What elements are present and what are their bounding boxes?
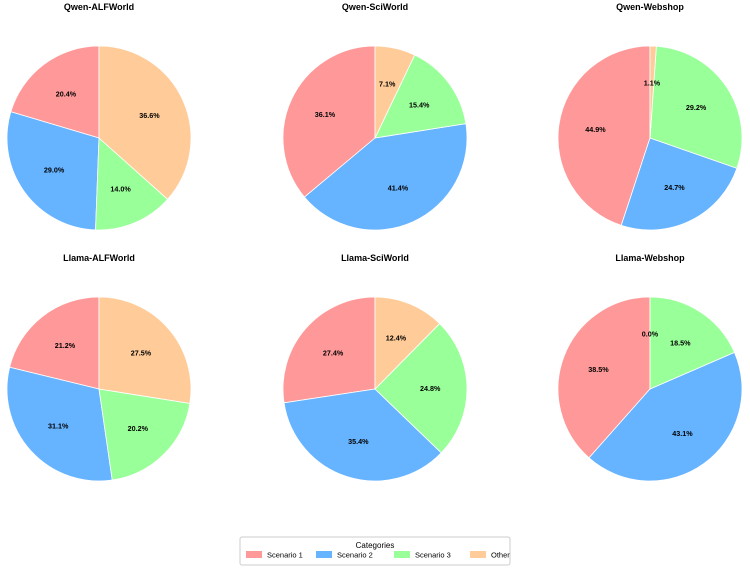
pie-grid: Qwen-ALFWorld 20.4% 29.0% 14.0% 36.6% Qwen-Sc…: [6, 2, 743, 482]
legend-swatch-other: [470, 551, 486, 558]
pie-title: Llama-SciWorld: [341, 253, 409, 263]
pie-slice-other: [374, 296, 441, 390]
slice-data-label: 20.2%: [128, 424, 149, 433]
pie-slice-other: [98, 296, 192, 404]
pie-slice-other: [649, 45, 657, 139]
slice-data-label: 35.4%: [348, 437, 369, 446]
slice-data-label: 44.9%: [585, 125, 606, 134]
pie-title: Qwen-SciWorld: [342, 2, 408, 12]
pie-slice-other: [98, 45, 192, 200]
pie-slice-scenario-1: [282, 296, 376, 404]
pie-title: Qwen-Webshop: [616, 2, 684, 12]
legend-label-scenario-1: Scenario 1: [267, 551, 303, 560]
pie-slice-scenario-3: [649, 296, 735, 390]
pie-qwen-webshop: Qwen-Webshop 44.9% 24.7% 29.2% 1.1%: [557, 2, 743, 231]
pie-title: Qwen-ALFWorld: [64, 2, 134, 12]
legend-swatch-scenario-1: [246, 551, 262, 558]
pie-slice-other: [374, 45, 416, 139]
pie-llama-alfworld: Llama-ALFWorld 21.2% 31.1% 20.2% 27.5%: [6, 253, 192, 482]
legend-label-scenario-2: Scenario 2: [337, 551, 373, 560]
pie-slice-scenario-1: [557, 45, 651, 226]
pie-slice-scenario-2: [303, 123, 468, 231]
slice-data-label: 43.1%: [672, 429, 693, 438]
slice-data-label: 18.5%: [670, 338, 691, 347]
pie-qwen-sciworld: Qwen-SciWorld 36.1% 41.4% 15.4% 7.1%: [282, 2, 468, 231]
slice-data-label: 29.0%: [44, 166, 65, 175]
slice-data-label: 7.1%: [379, 80, 396, 89]
legend-swatch-scenario-2: [316, 551, 332, 558]
pie-title: Llama-ALFWorld: [63, 253, 135, 263]
pie-slice-scenario-1: [557, 296, 651, 459]
pie-slice-scenario-2: [588, 351, 743, 482]
slice-data-label: 24.8%: [420, 384, 441, 393]
pie-slice-scenario-1: [282, 45, 376, 198]
legend-frame: [239, 536, 511, 566]
pie-slice-scenario-2: [6, 111, 100, 231]
slice-data-label: 29.2%: [686, 103, 707, 112]
legend-label-scenario-3: Scenario 3: [415, 551, 451, 560]
pie-slice-scenario-2: [620, 137, 738, 231]
pie-llama-sciworld: Llama-SciWorld 27.4% 35.4% 24.8% 12.4%: [282, 253, 468, 482]
slice-data-label: 31.1%: [48, 422, 69, 431]
slice-data-label: 27.5%: [131, 349, 152, 358]
pie-slice-scenario-3: [374, 322, 468, 454]
pie-slice-scenario-3: [95, 137, 169, 231]
legend-title: Categories: [356, 541, 395, 550]
pie-slice-scenario-3: [98, 388, 191, 481]
legend-label-other: Other: [491, 551, 510, 560]
pie-slice-scenario-3: [374, 54, 467, 139]
slice-data-label: 38.5%: [588, 365, 609, 374]
slice-data-label: 20.4%: [56, 89, 77, 98]
slice-data-label: 36.1%: [315, 110, 336, 119]
slice-data-label: 36.6%: [139, 111, 160, 120]
slice-data-label: 24.7%: [664, 183, 685, 192]
pie-title: Llama-Webshop: [615, 253, 685, 263]
slice-data-label: 0.0%: [642, 329, 659, 338]
pie-llama-webshop: Llama-Webshop 38.5% 43.1% 18.5% 0.0%: [557, 253, 743, 482]
slice-data-label: 27.4%: [323, 349, 344, 358]
pie-slice-scenario-1: [9, 296, 100, 390]
pie-slice-scenario-1: [10, 45, 100, 139]
pie-slice-scenario-2: [283, 388, 442, 482]
legend-swatch-scenario-3: [394, 551, 410, 558]
slice-data-label: 12.4%: [386, 333, 407, 342]
pie-slice-scenario-2: [6, 366, 113, 482]
legend-items: Scenario 1 Scenario 2 Scenario 3 Other: [246, 551, 510, 560]
slice-data-label: 41.4%: [388, 184, 409, 193]
slice-data-label: 21.2%: [55, 341, 76, 350]
pie-qwen-alfworld: Qwen-ALFWorld 20.4% 29.0% 14.0% 36.6%: [6, 2, 192, 231]
pie-slice-scenario-3: [649, 45, 743, 169]
legend: Categories Scenario 1 Scenario 2 Scenario …: [239, 536, 511, 566]
slice-data-label: 1.1%: [644, 78, 661, 87]
slice-data-label: 14.0%: [110, 184, 131, 193]
slice-data-label: 15.4%: [409, 101, 430, 110]
